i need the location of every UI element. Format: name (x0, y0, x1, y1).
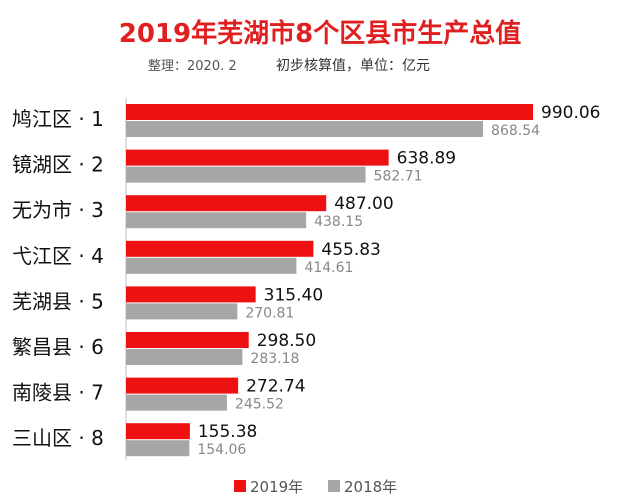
bar-2018 (126, 394, 227, 411)
legend-swatch-2019 (234, 480, 246, 492)
value-label-2018: 868.54 (491, 123, 540, 139)
value-label-2019: 487.00 (334, 194, 393, 214)
category-label: 弋江区 · 4 (12, 244, 104, 268)
value-label-2018: 270.81 (245, 305, 294, 321)
bar-2018 (126, 440, 190, 457)
bar-2018 (126, 121, 484, 137)
value-label-2019: 155.38 (198, 422, 257, 442)
value-label-2019: 315.40 (264, 285, 323, 305)
legend-label-2018: 2018年 (344, 478, 397, 496)
value-label-2019: 272.74 (246, 377, 305, 397)
value-label-2019: 990.06 (541, 103, 600, 123)
legend: 2019年 2018年 (234, 478, 397, 496)
category-label: 镜湖区 · 2 (12, 153, 104, 177)
value-label-2019: 455.83 (321, 240, 380, 260)
value-label-2018: 582.71 (374, 169, 423, 185)
legend-swatch-2018 (328, 480, 340, 492)
value-label-2018: 283.18 (250, 351, 299, 367)
value-label-2018: 414.61 (304, 260, 353, 276)
bar-2019 (126, 332, 249, 348)
value-label-2019: 298.50 (257, 331, 316, 351)
bar-2018 (126, 166, 366, 183)
bar-2018 (126, 349, 243, 365)
bar-2019 (126, 195, 327, 212)
bar-2019 (126, 240, 314, 257)
legend-label-2019: 2019年 (250, 478, 303, 496)
value-label-2018: 438.15 (314, 214, 363, 230)
value-label-2018: 245.52 (235, 397, 284, 413)
category-label: 鸠江区 · 1 (12, 107, 104, 131)
chart-source-note: 整理：2020. 2 (148, 59, 237, 74)
value-label-2019: 638.89 (397, 149, 456, 169)
category-label: 繁昌县 · 6 (12, 335, 104, 359)
bar-2018 (126, 212, 307, 229)
bar-2019 (126, 104, 533, 120)
bar-2018 (126, 303, 238, 320)
category-label: 芜湖县 · 5 (12, 289, 104, 313)
bar-2019 (126, 423, 190, 440)
bar-2019 (126, 377, 239, 394)
bar-2018 (126, 257, 297, 274)
category-label: 南陵县 · 7 (12, 381, 104, 405)
chart-title: 2019年芜湖市8个区县市生产总值 (119, 18, 521, 49)
category-label: 无为市 · 3 (12, 198, 104, 222)
bar-2019 (126, 286, 256, 303)
category-label: 三山区 · 8 (12, 426, 104, 450)
chart-unit-note: 初步核算值，单位：亿元 (276, 57, 430, 74)
value-label-2018: 154.06 (197, 442, 246, 458)
bar-2019 (126, 149, 389, 166)
